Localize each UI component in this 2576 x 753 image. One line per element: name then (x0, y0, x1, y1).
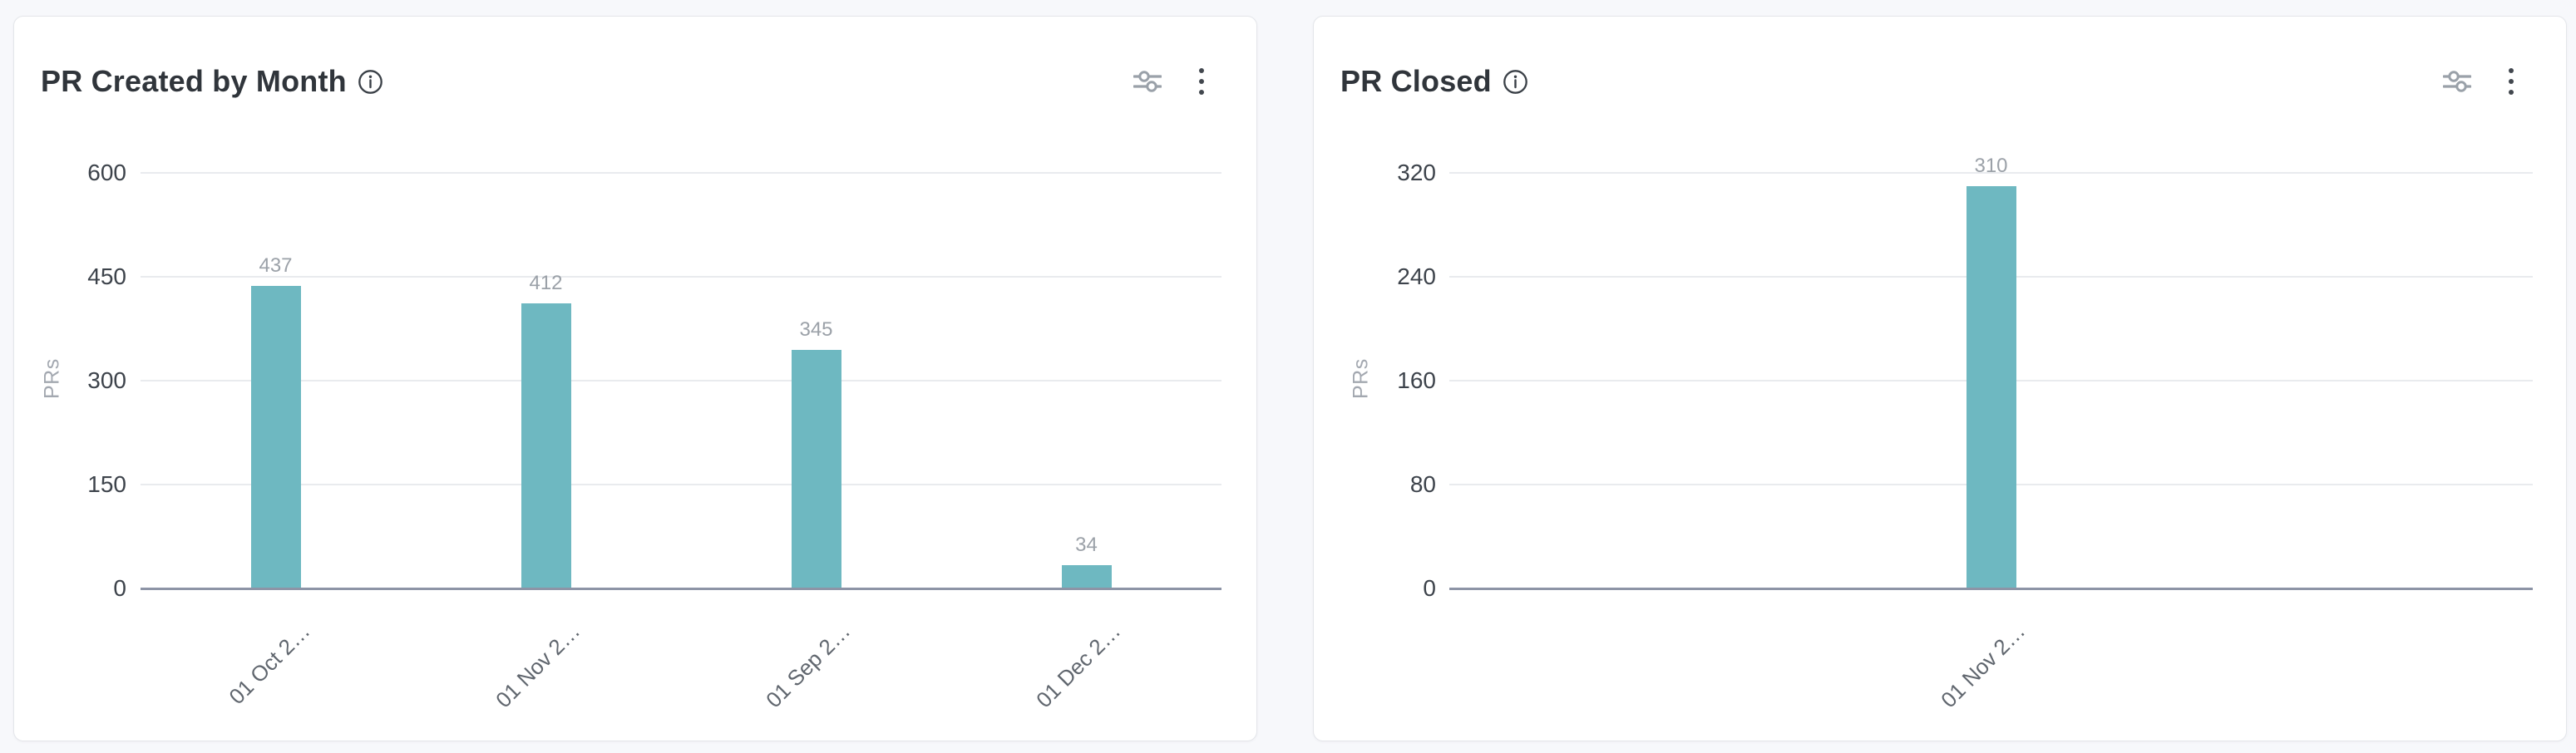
gridline (141, 276, 1221, 278)
kebab-menu-icon[interactable] (1198, 67, 1205, 96)
x-axis-category-label: 01 Dec 2… (1031, 618, 1126, 713)
pr-created-by-month-chart: 600 450 300 150 0 PRs 437 01 Oct 2… 412 01 Nov 2…… (41, 160, 1221, 712)
pr-closed-card: PR Closed (1313, 16, 2567, 741)
y-axis-tick-label: 240 (1397, 263, 1436, 289)
bar-value-label: 34 (1075, 533, 1098, 556)
filter-sliders-icon[interactable] (2443, 70, 2471, 93)
y-axis-tick-label: 0 (113, 575, 126, 601)
bar-01 Sep 2…[interactable] (791, 349, 841, 588)
y-axis-tick-label: 450 (87, 263, 126, 289)
kebab-menu-icon[interactable] (2508, 67, 2514, 96)
bar-01 Nov 2…[interactable] (1966, 185, 2016, 588)
y-axis-tick-label: 300 (87, 367, 126, 393)
y-axis-tick-label: 320 (1397, 160, 1436, 185)
gridline (141, 484, 1221, 485)
x-axis-category-label: 01 Oct 2… (224, 618, 315, 710)
y-axis-tick-label: 80 (1409, 471, 1436, 497)
filter-sliders-icon[interactable] (1133, 70, 1162, 93)
x-axis-line (141, 588, 1221, 590)
bar-value-label: 345 (799, 317, 833, 341)
card-header: PR Closed (1340, 63, 2539, 100)
x-axis-category-label: 01 Nov 2… (1936, 618, 2031, 713)
info-icon[interactable] (1503, 69, 1528, 95)
y-axis-tick-label: 150 (87, 471, 126, 497)
y-axis-tick-label: 600 (87, 160, 126, 185)
y-axis-tick-label: 0 (1423, 575, 1436, 601)
x-axis-category-label: 01 Sep 2… (761, 618, 856, 713)
card-header: PR Created by Month (41, 63, 1230, 100)
gridline (141, 380, 1221, 381)
info-icon[interactable] (358, 69, 383, 95)
bar-01 Nov 2…[interactable] (521, 303, 571, 588)
card-title: PR Closed (1340, 64, 1492, 98)
bar-01 Oct 2…[interactable] (250, 285, 301, 588)
x-axis-line (1449, 588, 2533, 590)
bar-value-label: 437 (259, 253, 293, 277)
gridline (141, 172, 1221, 174)
card-title: PR Created by Month (41, 64, 347, 98)
gridline (1449, 172, 2533, 174)
bar-value-label: 310 (1974, 154, 2008, 177)
bar-value-label: 412 (529, 271, 563, 294)
pr-closed-chart: 320 240 160 80 0 PRs 310 01 Nov 2… (1350, 155, 2533, 712)
bar-01 Dec 2…[interactable] (1061, 564, 1112, 588)
y-axis-tick-label: 160 (1397, 367, 1436, 393)
pr-created-by-month-card: PR Created by Month (13, 16, 1257, 741)
y-axis-title: PRs (40, 358, 64, 399)
x-axis-category-label: 01 Nov 2… (491, 618, 585, 713)
y-axis-title: PRs (1349, 358, 1373, 399)
